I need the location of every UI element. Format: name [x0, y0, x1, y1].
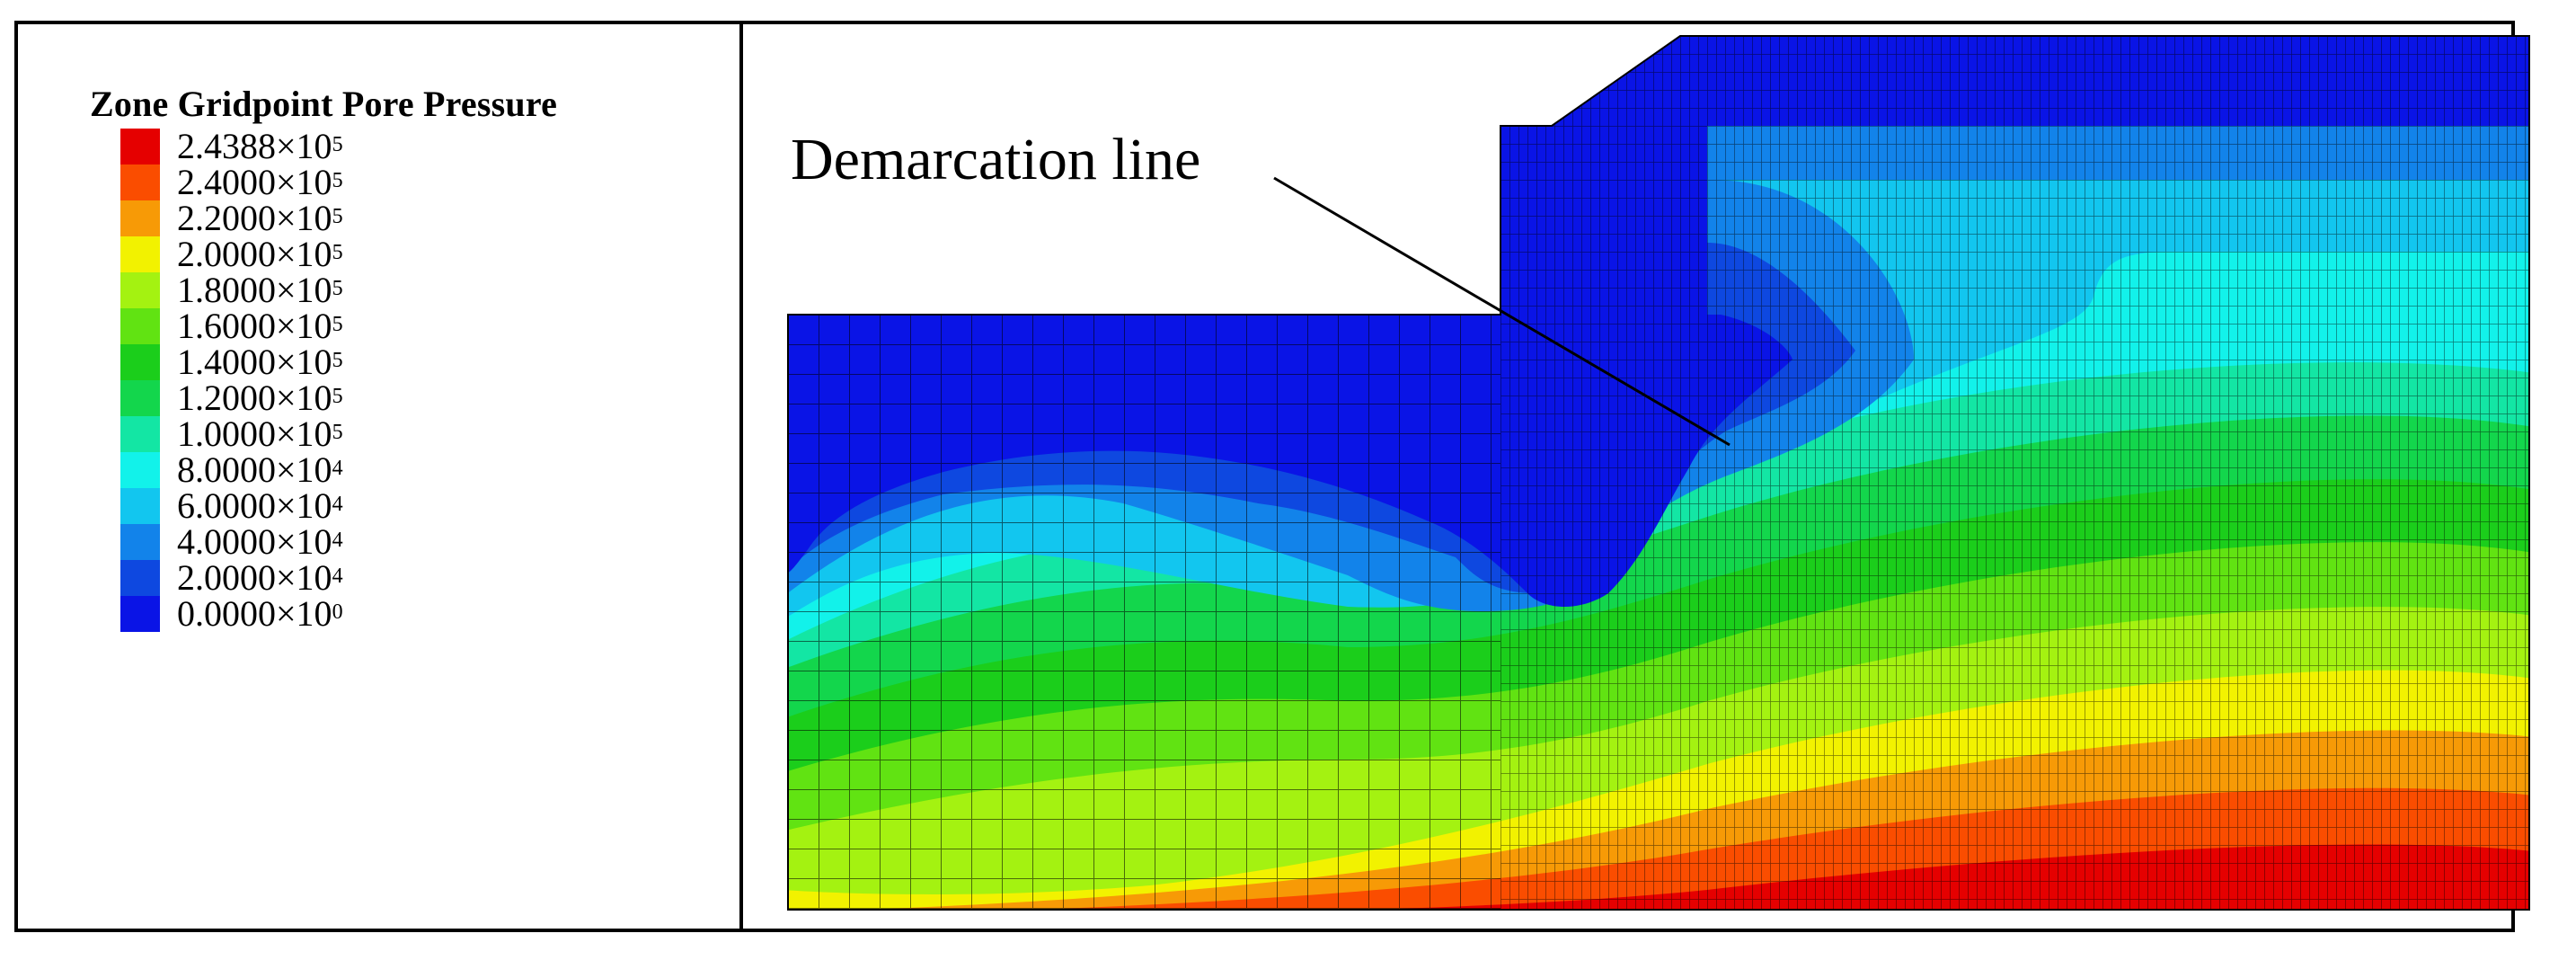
legend-entry-label: 1.8000×105 [177, 272, 343, 308]
legend-entry-mantissa: 2.4388×10 [177, 126, 332, 166]
legend-entry-label: 1.2000×105 [177, 380, 343, 416]
legend-swatch [120, 164, 160, 200]
legend-entry-exponent: 4 [332, 565, 343, 588]
legend-entry-label: 2.4000×105 [177, 164, 343, 200]
demarcation-line-label: Demarcation line [791, 127, 1201, 192]
legend-entry-exponent: 5 [332, 349, 343, 372]
legend-entry-mantissa: 2.4000×10 [177, 162, 332, 202]
legend-entry-exponent: 5 [332, 277, 343, 300]
legend-entry-exponent: 5 [332, 241, 343, 264]
legend-entry-mantissa: 1.4000×10 [177, 342, 332, 382]
demarcation-leader-line [1273, 176, 1731, 447]
legend-entry-label: 6.0000×104 [177, 488, 343, 524]
legend-swatch [120, 416, 160, 452]
legend-entry-label: 0.0000×100 [177, 596, 343, 632]
legend-entry-exponent: 5 [332, 313, 343, 336]
legend-swatch [120, 129, 160, 164]
fine-mesh [1500, 36, 2529, 910]
legend-entry-mantissa: 6.0000×10 [177, 485, 332, 526]
legend-swatch [120, 308, 160, 344]
legend-entry-label: 4.0000×104 [177, 524, 343, 560]
legend-entry-mantissa: 1.2000×10 [177, 378, 332, 418]
legend-entry-mantissa: 8.0000×10 [177, 449, 332, 490]
legend-entry-mantissa: 2.0000×10 [177, 557, 332, 598]
legend-entry-mantissa: 1.6000×10 [177, 306, 332, 346]
model-outline [787, 35, 2530, 911]
legend-entry-mantissa: 1.8000×10 [177, 270, 332, 310]
panel-divider [739, 21, 743, 932]
legend-swatch [120, 344, 160, 380]
legend-entry-exponent: 5 [332, 385, 343, 408]
legend-entry-label: 1.6000×105 [177, 308, 343, 344]
legend-entry-exponent: 4 [332, 529, 343, 552]
legend-entry-exponent: 4 [332, 457, 343, 480]
legend-swatch [120, 236, 160, 272]
legend-entry-label: 2.0000×104 [177, 560, 343, 596]
legend-color-bar [120, 129, 160, 632]
legend-entry-mantissa: 2.0000×10 [177, 234, 332, 274]
legend-entry-label: 2.0000×105 [177, 236, 343, 272]
legend-swatch [120, 200, 160, 236]
legend-entry-exponent: 5 [332, 421, 343, 444]
legend-title: Zone Gridpoint Pore Pressure [90, 84, 558, 124]
coarse-mesh [788, 315, 1500, 910]
legend-entry-exponent: 4 [332, 493, 343, 516]
legend-swatch [120, 452, 160, 488]
legend-swatch [120, 596, 160, 632]
legend-entry-mantissa: 0.0000×10 [177, 593, 332, 634]
legend-swatch [120, 488, 160, 524]
legend-swatch [120, 272, 160, 308]
legend-swatch [120, 524, 160, 560]
legend-swatch [120, 380, 160, 416]
legend-labels: 2.4388×105 2.4000×105 2.2000×105 2.0000×105… [177, 129, 343, 632]
legend-entry-exponent: 0 [332, 600, 343, 624]
legend-swatch [120, 560, 160, 596]
legend-entry-label: 1.0000×105 [177, 416, 343, 452]
legend-entry-exponent: 5 [332, 205, 343, 228]
legend-entry-mantissa: 1.0000×10 [177, 413, 332, 454]
legend-entry-exponent: 5 [332, 133, 343, 156]
legend-entry-label: 2.4388×105 [177, 129, 343, 164]
legend-entry-label: 2.2000×105 [177, 200, 343, 236]
legend-entry-exponent: 5 [332, 169, 343, 192]
legend-entry-label: 8.0000×104 [177, 452, 343, 488]
legend-entry-mantissa: 4.0000×10 [177, 521, 332, 562]
legend-entry-label: 1.4000×105 [177, 344, 343, 380]
legend-entry-mantissa: 2.2000×10 [177, 198, 332, 238]
